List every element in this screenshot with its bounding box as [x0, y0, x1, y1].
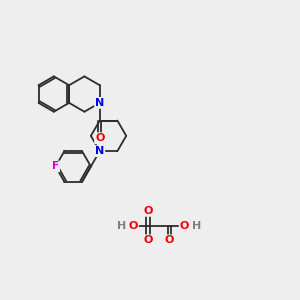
Text: H: H [191, 220, 201, 231]
Text: F: F [52, 161, 59, 172]
Text: N: N [95, 98, 104, 108]
Text: O: O [143, 206, 153, 216]
Text: O: O [165, 235, 174, 245]
Text: H: H [117, 220, 126, 231]
Text: O: O [143, 235, 153, 245]
Text: O: O [180, 220, 189, 231]
Text: O: O [129, 220, 138, 231]
Text: N: N [95, 146, 104, 156]
Text: O: O [95, 133, 104, 143]
